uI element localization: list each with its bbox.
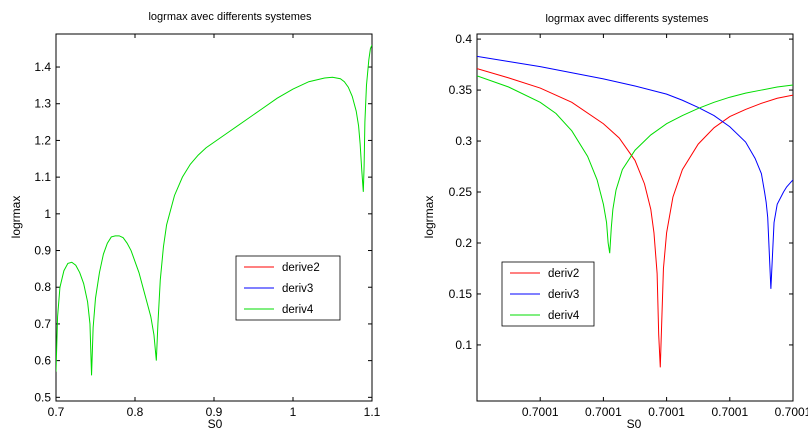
y-tick-label: 1 bbox=[44, 207, 51, 221]
y-ticks: 0.5 0.6 0.7 0.8 0.9 1 1.1 1.2 1.3 1.4 bbox=[34, 60, 372, 404]
x-axis-label: S0 bbox=[208, 417, 223, 431]
plot-area bbox=[55, 33, 373, 402]
y-axis-label: logrmax bbox=[9, 196, 23, 239]
y-tick-label: 0.8 bbox=[34, 280, 51, 294]
legend-label-deriv3: deriv3 bbox=[282, 283, 313, 295]
x-tick-label: 0.7001 bbox=[711, 405, 748, 419]
y-tick-label: 0.5 bbox=[34, 390, 51, 404]
legend: deriv2 deriv3 deriv4 bbox=[501, 261, 595, 327]
legend-label-deriv4: deriv4 bbox=[548, 310, 580, 322]
y-tick-label: 0.2 bbox=[455, 236, 472, 250]
x-tick-label: 0.7001 bbox=[775, 405, 808, 419]
x-tick-label: 0.7001 bbox=[585, 405, 622, 419]
y-ticks: 0.1 0.15 0.2 0.25 0.3 0.35 0.4 bbox=[449, 32, 793, 352]
y-axis-label: logrmax bbox=[422, 196, 436, 239]
series-line-deriv4 bbox=[56, 44, 372, 376]
x-axis-label: S0 bbox=[627, 417, 642, 431]
legend-label-deriv3: deriv3 bbox=[548, 289, 579, 301]
series-line-deriv3 bbox=[477, 55, 793, 289]
chart-title: logrmax avec differents systemes bbox=[148, 11, 312, 23]
y-tick-label: 1.3 bbox=[34, 97, 51, 111]
y-tick-label: 0.4 bbox=[455, 32, 472, 46]
x-tick-label: 0.7001 bbox=[648, 405, 685, 419]
x-ticks: 0.7 0.8 0.9 1 1.1 bbox=[48, 34, 381, 419]
chart-title: logrmax avec differents systemes bbox=[545, 13, 709, 25]
series-lines bbox=[56, 44, 372, 376]
series-line-deriv4 bbox=[477, 75, 793, 254]
x-tick-label: 0.7001 bbox=[522, 405, 559, 419]
y-tick-label: 0.15 bbox=[449, 287, 473, 301]
legend-label-deriv4: deriv4 bbox=[282, 304, 314, 316]
y-tick-label: 0.35 bbox=[449, 83, 473, 97]
y-tick-label: 1.4 bbox=[34, 60, 51, 74]
y-tick-label: 0.3 bbox=[455, 134, 472, 148]
legend-label-deriv2: deriv2 bbox=[548, 268, 579, 280]
x-tick-label: 1.1 bbox=[364, 405, 381, 419]
left-chart: logrmax avec differents systemes S0 logr… bbox=[9, 11, 381, 431]
legend: derive2 deriv3 deriv4 bbox=[235, 255, 341, 321]
y-tick-label: 0.7 bbox=[34, 317, 51, 331]
y-tick-label: 0.6 bbox=[34, 354, 51, 368]
x-tick-label: 0.8 bbox=[127, 405, 144, 419]
legend-label-derive2: derive2 bbox=[282, 262, 320, 274]
series-line-deriv2 bbox=[477, 68, 793, 368]
series-lines bbox=[477, 55, 793, 368]
x-tick-label: 0.7 bbox=[48, 405, 65, 419]
plot-area bbox=[476, 33, 794, 402]
y-tick-label: 1.2 bbox=[34, 133, 51, 147]
y-tick-label: 0.1 bbox=[455, 338, 472, 352]
x-tick-label: 1 bbox=[290, 405, 297, 419]
x-tick-label: 0.9 bbox=[206, 405, 223, 419]
y-tick-label: 0.25 bbox=[449, 185, 473, 199]
x-ticks: 0.7001 0.7001 0.7001 0.7001 0.7001 bbox=[522, 34, 808, 419]
y-tick-label: 0.9 bbox=[34, 244, 51, 258]
right-chart: logrmax avec differents systemes S0 logr… bbox=[422, 13, 808, 431]
y-tick-label: 1.1 bbox=[34, 170, 51, 184]
